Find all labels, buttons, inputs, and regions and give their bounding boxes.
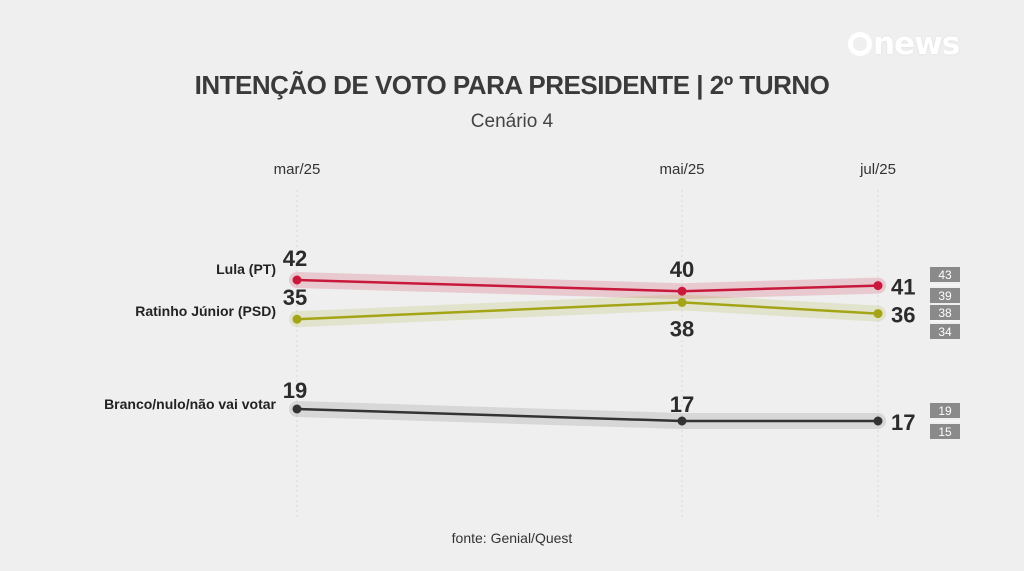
range-high-box [930, 305, 960, 320]
x-tick-label: mar/25 [274, 161, 321, 178]
data-point [677, 286, 687, 296]
g-circle-icon [848, 32, 872, 56]
x-tick-label: mai/25 [659, 161, 704, 178]
data-point [292, 314, 302, 324]
data-label: 41 [891, 275, 915, 300]
range-low-label: 34 [938, 325, 952, 339]
gnews-logo: news [848, 26, 960, 62]
data-point [873, 309, 883, 319]
data-label: 17 [891, 410, 915, 435]
data-label: 36 [891, 303, 915, 328]
range-high-box [930, 403, 960, 418]
range-high-label: 19 [938, 404, 952, 418]
source-note: fonte: Genial/Quest [451, 530, 573, 546]
data-label: 19 [283, 378, 307, 403]
x-tick-label: jul/25 [859, 161, 896, 178]
data-point [292, 404, 302, 414]
chart-subtitle: Cenário 4 [470, 111, 554, 132]
range-high-label: 38 [938, 306, 952, 320]
data-label: 17 [670, 392, 694, 417]
series-halo [289, 294, 886, 328]
data-point [677, 416, 687, 426]
range-low-label: 39 [938, 289, 952, 303]
series-name-label: Ratinho Júnior (PSD) [135, 303, 276, 319]
data-label: 42 [283, 246, 307, 271]
range-low-label: 15 [938, 425, 952, 439]
range-low-box [930, 424, 960, 439]
data-point [677, 297, 687, 307]
chart-title: INTENÇÃO DE VOTO PARA PRESIDENTE | 2º TU… [194, 70, 830, 100]
range-high-label: 43 [938, 268, 952, 282]
data-label: 40 [670, 257, 694, 282]
data-point [873, 281, 883, 291]
data-label: 38 [670, 316, 694, 341]
range-low-box [930, 324, 960, 339]
data-point [873, 416, 883, 426]
range-high-box [930, 267, 960, 282]
data-label: 35 [283, 285, 307, 310]
range-low-box [930, 288, 960, 303]
logo-text: news [873, 26, 960, 62]
data-point [292, 275, 302, 285]
series-name-label: Branco/nulo/não vai votar [104, 396, 276, 412]
series-name-label: Lula (PT) [216, 261, 276, 277]
